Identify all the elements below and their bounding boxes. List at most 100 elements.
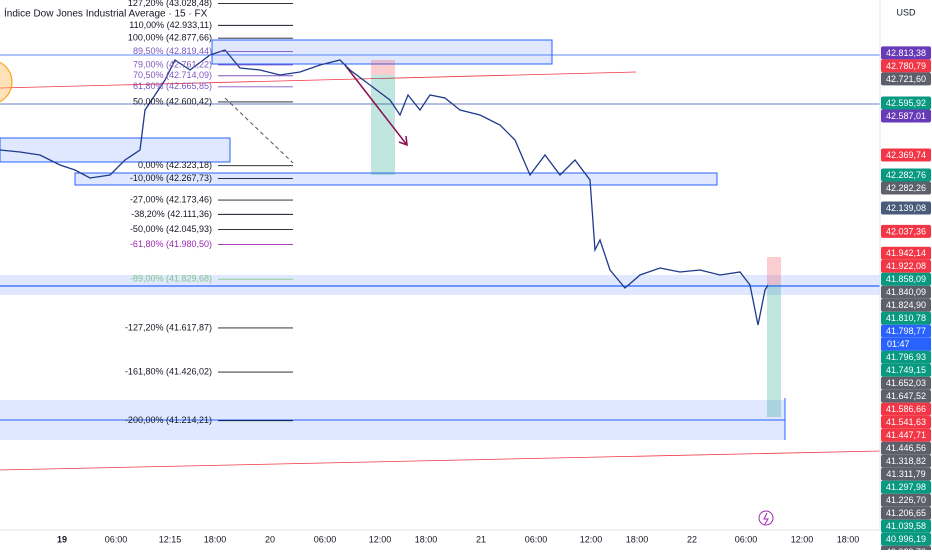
price-label: 42.139,08	[886, 203, 926, 213]
arrow-head	[398, 135, 408, 147]
fib-label: -38,20% (42.111,36)	[131, 209, 212, 219]
price-label: 41.824,90	[886, 300, 926, 310]
trend-line	[0, 450, 881, 471]
price-label-box	[881, 181, 931, 195]
zone-box	[211, 39, 553, 65]
currency[interactable]: USD	[896, 7, 916, 17]
price-label: 42.282,26	[886, 183, 926, 193]
price-label-box	[881, 415, 931, 429]
price-label: 41.840,09	[886, 287, 926, 297]
price-label-box	[881, 272, 931, 286]
x-tick-label: 06:00	[525, 534, 548, 544]
price-label: 41.922,08	[886, 261, 926, 271]
fib-label: 70,50% (42.714,09)	[133, 70, 212, 80]
price-label: 41.039,58	[886, 521, 926, 531]
price-label-box	[881, 389, 931, 403]
price-label-box	[881, 246, 931, 260]
price-label-box	[881, 298, 931, 312]
price-label: 41.796,93	[886, 352, 926, 362]
alert-bolt	[763, 512, 769, 525]
price-label: 42.369,74	[886, 150, 926, 160]
x-tick-label: 06:00	[105, 534, 128, 544]
price-label-box	[881, 324, 931, 338]
x-tick-label: 18:00	[204, 534, 227, 544]
fib-label: 0,00% (42.323,18)	[138, 160, 212, 170]
x-tick-label: 22	[687, 534, 697, 544]
x-tick-label: 18:00	[837, 534, 860, 544]
position-stop	[767, 257, 781, 285]
price-label: 41.447,71	[886, 430, 926, 440]
price-label-box	[881, 467, 931, 481]
price-label-box	[881, 285, 931, 299]
price-label-box	[881, 311, 931, 325]
fib-label: -127,20% (41.617,87)	[125, 322, 212, 332]
price-label: 42.595,92	[886, 98, 926, 108]
price-label: 42.780,79	[886, 61, 926, 71]
price-label: 41.798,77	[886, 326, 926, 336]
price-label-box	[881, 376, 931, 390]
fib-label: 50,00% (42.600,42)	[133, 96, 212, 106]
countdown: 01:47	[887, 339, 910, 349]
price-label-box	[881, 148, 931, 162]
zone-box	[74, 172, 718, 186]
position-stop	[371, 60, 395, 75]
price-label-box	[881, 480, 931, 494]
fib-label: 127,20% (43.028,48)	[128, 0, 212, 8]
x-tick-label: 12:00	[580, 534, 603, 544]
fib-label: -161,80% (41.426,02)	[125, 366, 212, 376]
alert-icon[interactable]	[758, 510, 774, 526]
price-label: 41.297,98	[886, 482, 926, 492]
price-label: 41.652,03	[886, 378, 926, 388]
x-tick-label: 06:00	[735, 534, 758, 544]
x-tick-label: 18:00	[626, 534, 649, 544]
x-tick-label: 12:00	[791, 534, 814, 544]
price-label: 42.721,60	[886, 74, 926, 84]
fib-label: -89,00% (41.829,68)	[130, 274, 212, 284]
price-label: 41.749,15	[886, 365, 926, 375]
price-label-box	[881, 532, 931, 546]
price-label-box	[881, 168, 931, 182]
price-label: 42.813,38	[886, 48, 926, 58]
price-label-box	[881, 402, 931, 416]
price-label-box	[881, 441, 931, 455]
position-target	[767, 285, 781, 417]
price-label-box	[881, 72, 931, 86]
price-label-box	[881, 493, 931, 507]
x-tick-label: 12:00	[369, 534, 392, 544]
price-label-box	[881, 519, 931, 533]
zone-band	[0, 275, 880, 295]
fib-label: 79,00% (42.761,22)	[133, 59, 212, 69]
price-label-box	[881, 96, 931, 110]
price-label: 41.810,78	[886, 313, 926, 323]
arrow	[344, 64, 408, 146]
price-label-box	[881, 363, 931, 377]
price-label: 42.587,01	[886, 111, 926, 121]
fib-diagonal	[224, 97, 294, 164]
price-label-box	[881, 59, 931, 73]
marker-circle	[0, 61, 13, 103]
fib-label: 61,80% (42.665,85)	[133, 81, 212, 91]
fib-label: 100,00% (42.877,66)	[128, 33, 212, 43]
price-label-box	[881, 454, 931, 468]
countdown-box	[881, 337, 931, 351]
price-label-box	[881, 46, 931, 60]
price-label: 41.647,52	[886, 391, 926, 401]
price-label-box	[881, 109, 931, 123]
x-tick-label: 12:15	[159, 534, 182, 544]
price-label-box	[881, 428, 931, 442]
fib-label: 110,00% (42.933,11)	[129, 20, 212, 30]
price-label: 42.282,76	[886, 170, 926, 180]
price-label-box	[881, 201, 931, 215]
x-tick-label: 21	[476, 534, 486, 544]
price-label: 41.311,79	[886, 469, 925, 479]
price-label: 41.226,70	[886, 495, 926, 505]
price-label: 41.541,63	[886, 417, 926, 427]
x-tick-label: 06:00	[314, 534, 337, 544]
chart-title: Índice Dow Jones Industrial Average · 15…	[4, 7, 208, 20]
fib-label: -27,00% (42.173,46)	[130, 194, 212, 204]
price-label: 41.586,66	[886, 404, 926, 414]
trend-line	[0, 71, 637, 89]
price-label: 40.996,19	[886, 534, 926, 544]
price-label-box	[881, 224, 931, 238]
fib-label: 89,50% (42.819,44)	[133, 46, 212, 56]
